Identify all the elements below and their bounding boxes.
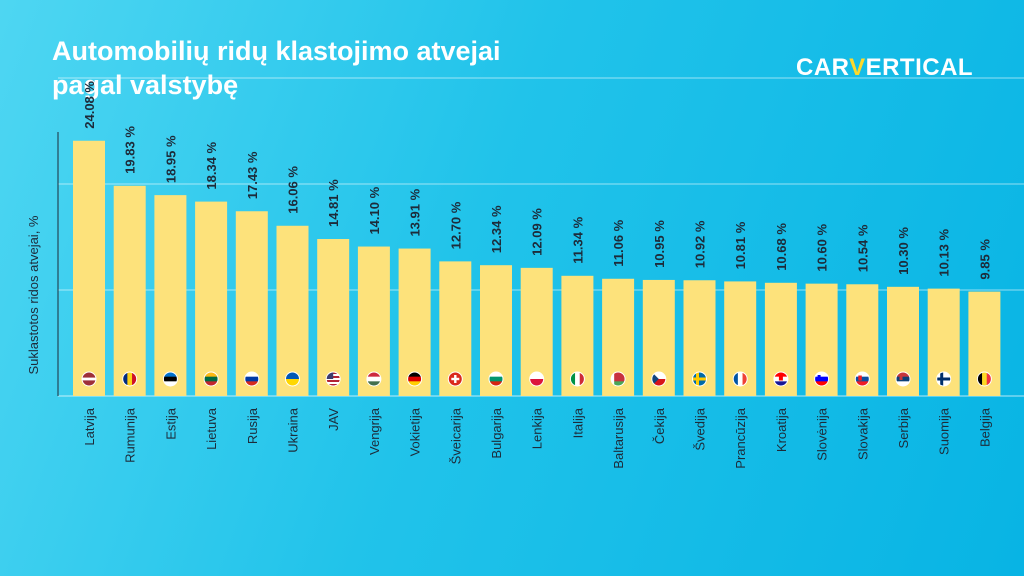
x-tick-label: Vengrija: [367, 407, 382, 455]
x-tick-label: Latvija: [82, 407, 97, 445]
bar-Estija: [154, 195, 187, 396]
bar-Ukraina: [276, 225, 309, 396]
data-label: 10.13 %: [937, 228, 952, 276]
data-label: 10.54 %: [855, 224, 870, 272]
x-tick-label: Bulgarija: [489, 407, 504, 458]
x-tick-label: Rusija: [245, 407, 260, 444]
data-label: 10.68 %: [774, 223, 789, 271]
x-tick-label: Vokietija: [408, 407, 423, 456]
latvia-flag-icon: [81, 371, 97, 387]
x-tick-label: Suomija: [937, 407, 952, 455]
usa-flag-icon: [325, 371, 341, 387]
data-label: 12.70 %: [448, 201, 463, 249]
data-label: 19.83 %: [123, 126, 138, 174]
bar-Latvija: [73, 140, 105, 396]
germany-flag-icon: [407, 371, 423, 387]
switzerland-flag-icon: [447, 371, 463, 387]
x-tick-label: Prancūzija: [733, 407, 748, 468]
bar-Vokietija: [398, 248, 431, 396]
estonia-flag-icon: [162, 371, 178, 387]
data-label: 14.10 %: [367, 186, 382, 234]
title-line-1: Automobilių ridų klastojimo atvejai: [52, 36, 501, 66]
finland-flag-icon: [936, 371, 952, 387]
x-tick-label: Slovėnija: [815, 407, 830, 461]
slovakia-flag-icon: [854, 371, 870, 387]
x-tick-label: Ukraina: [286, 407, 301, 453]
data-label: 12.09 %: [530, 208, 545, 256]
data-label: 10.95 %: [652, 220, 667, 268]
bar-JAV: [317, 239, 350, 396]
data-label: 24.08 %: [82, 81, 97, 129]
croatia-flag-icon: [773, 371, 789, 387]
x-tick-label: Serbija: [896, 407, 911, 448]
data-label: 10.92 %: [693, 220, 708, 268]
hungary-flag-icon: [366, 371, 382, 387]
x-tick-label: JAV: [326, 408, 341, 431]
x-tick-label: Lenkija: [530, 407, 545, 449]
x-tick-label: Italija: [570, 407, 585, 438]
data-label: 9.85 %: [977, 239, 992, 280]
bar-Rusija: [235, 211, 268, 396]
slovenia-flag-icon: [814, 371, 830, 387]
data-label: 11.06 %: [611, 219, 626, 266]
data-label: 10.30 %: [896, 227, 911, 275]
x-tick-label: Baltarusija: [611, 407, 626, 468]
data-label: 12.34 %: [489, 205, 504, 253]
data-label: 13.91 %: [408, 188, 423, 236]
x-tick-label: Čekija: [652, 407, 667, 444]
x-tick-label: Kroatija: [774, 407, 789, 452]
title-line-2: pagal valstybę: [52, 70, 239, 100]
y-axis-label: Suklastotos ridos atvejai, %: [26, 215, 41, 374]
carvertical-logo: CARVERTICAL: [796, 54, 974, 81]
czechia-flag-icon: [651, 371, 667, 387]
data-label: 14.81 %: [326, 179, 341, 227]
serbia-flag-icon: [895, 371, 911, 387]
sweden-flag-icon: [692, 371, 707, 387]
x-tick-label: Šveicarija: [448, 407, 463, 464]
bar-Rumunija: [113, 185, 146, 396]
x-tick-label: Lietuva: [204, 407, 219, 450]
bar-Vengrija: [357, 246, 390, 396]
x-tick-label: Švedija: [693, 407, 708, 450]
data-label: 18.34 %: [204, 141, 219, 189]
data-label: 16.06 %: [286, 166, 301, 214]
x-tick-label: Belgija: [977, 407, 992, 447]
italy-flag-icon: [569, 371, 585, 387]
bulgaria-flag-icon: [488, 371, 504, 387]
belarus-flag-icon: [610, 371, 626, 387]
data-label: 18.95 %: [163, 135, 178, 183]
data-label: 11.34 %: [570, 216, 585, 263]
france-flag-icon: [732, 371, 748, 387]
lithuania-flag-icon: [203, 371, 219, 387]
bar-Lietuva: [195, 201, 228, 396]
data-label: 10.81 %: [733, 221, 748, 269]
data-label: 10.60 %: [815, 223, 830, 271]
x-tick-label: Slovakija: [855, 407, 870, 460]
poland-flag-icon: [529, 371, 545, 387]
belgium-flag-icon: [976, 371, 992, 387]
russia-flag-icon: [244, 371, 260, 387]
chart-title: Automobilių ridų klastojimo atvejai paga…: [52, 34, 501, 102]
x-tick-label: Rumunija: [123, 407, 138, 463]
x-tick-label: Estija: [163, 407, 178, 440]
ukraine-flag-icon: [285, 371, 300, 387]
data-label: 17.43 %: [245, 151, 260, 199]
romania-flag-icon: [122, 371, 138, 387]
